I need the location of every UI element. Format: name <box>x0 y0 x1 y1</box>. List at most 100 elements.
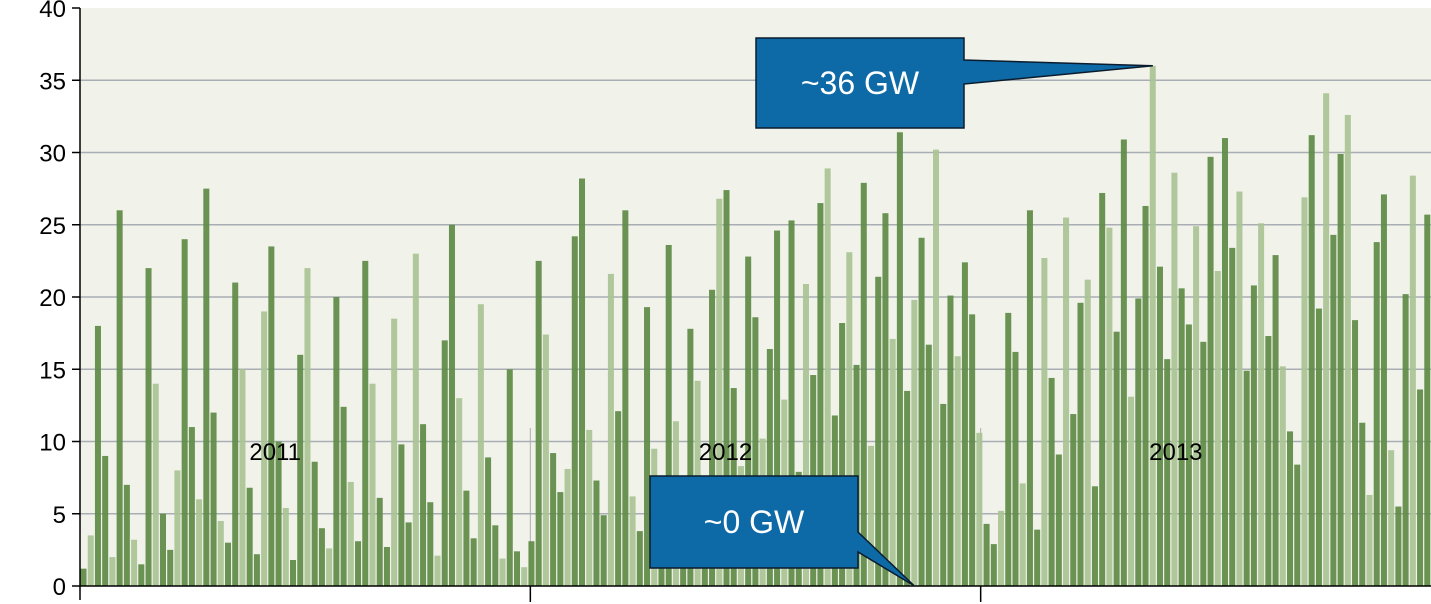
bar <box>1156 266 1163 586</box>
bar <box>1315 308 1322 586</box>
bar <box>159 513 166 586</box>
bar <box>896 132 903 586</box>
y-tick-label: 0 <box>53 574 66 601</box>
bar <box>420 424 427 586</box>
bar <box>788 220 795 587</box>
bar <box>1258 223 1265 586</box>
bar <box>564 468 571 586</box>
bar <box>839 323 846 586</box>
bar <box>1395 506 1402 586</box>
bar <box>167 549 174 586</box>
x-ticks <box>529 586 982 602</box>
bar <box>983 523 990 586</box>
bar <box>311 461 318 586</box>
bar <box>918 237 925 586</box>
bar <box>145 268 152 586</box>
bar <box>434 555 441 586</box>
bar <box>571 236 578 586</box>
bar <box>1193 226 1200 586</box>
bar <box>1128 396 1135 586</box>
bar <box>933 149 940 587</box>
bar <box>1178 288 1185 586</box>
bar <box>123 484 130 586</box>
callout-box <box>649 475 915 587</box>
bar <box>1301 197 1308 587</box>
bar <box>253 554 260 586</box>
bar <box>745 256 752 586</box>
bar <box>492 525 499 586</box>
bar <box>802 283 809 586</box>
callout-label: ~36 GW <box>801 65 920 101</box>
bar <box>210 412 217 586</box>
bar <box>224 542 232 586</box>
bar <box>1005 312 1012 586</box>
bar <box>477 304 484 586</box>
bar <box>600 515 607 586</box>
bar <box>297 354 304 586</box>
bar <box>448 224 455 586</box>
bar <box>1287 431 1294 586</box>
bar <box>427 502 434 586</box>
bar <box>1142 205 1149 586</box>
bar <box>1294 464 1301 586</box>
bar <box>1344 114 1351 587</box>
bar <box>87 535 94 586</box>
bar <box>817 203 824 586</box>
bar <box>1019 483 1026 586</box>
bar <box>1359 422 1366 586</box>
bar <box>607 273 614 586</box>
bar <box>485 457 492 586</box>
bar <box>239 369 246 586</box>
bar <box>882 213 889 586</box>
year-label: 2012 <box>699 439 752 466</box>
bar <box>333 297 340 586</box>
bar <box>318 528 325 586</box>
bar <box>94 325 101 586</box>
bar <box>1337 153 1344 586</box>
bar <box>1229 247 1236 586</box>
bar <box>456 398 463 586</box>
year-label: 2013 <box>1149 439 1202 466</box>
bar <box>340 406 347 586</box>
bar <box>80 568 87 586</box>
bar <box>947 295 954 586</box>
bar <box>709 289 716 586</box>
y-tick-label: 5 <box>53 502 66 529</box>
y-tick-label: 30 <box>39 141 66 168</box>
bar <box>1323 93 1330 586</box>
bar <box>1041 257 1048 586</box>
bar <box>1185 324 1192 586</box>
year-labels: 2011 2012 2013 <box>249 439 1202 466</box>
bar <box>412 253 419 586</box>
y-tick-label: 25 <box>39 213 66 240</box>
bar <box>535 260 542 586</box>
bar <box>521 567 528 586</box>
bar <box>593 480 600 586</box>
bar <box>752 317 759 586</box>
bar <box>304 268 311 586</box>
bar <box>1091 486 1098 586</box>
bar <box>326 548 333 586</box>
bar <box>1352 320 1359 586</box>
bar <box>1200 341 1207 586</box>
bar <box>1373 242 1380 586</box>
bar <box>860 182 867 586</box>
bar <box>954 356 961 586</box>
bar <box>181 239 188 586</box>
bar <box>636 531 643 586</box>
bar <box>615 411 622 586</box>
bar <box>355 541 362 586</box>
bar <box>1149 65 1156 587</box>
bar <box>441 340 448 586</box>
bar <box>550 453 557 586</box>
bar <box>998 510 1005 586</box>
callouts: ~36 GW ~0 GW <box>649 37 1153 587</box>
bar <box>383 546 390 586</box>
bar <box>1214 270 1221 586</box>
bar <box>261 311 268 586</box>
bar <box>275 441 282 586</box>
bar <box>246 487 253 586</box>
bar <box>1272 255 1279 586</box>
bar <box>1424 214 1431 586</box>
